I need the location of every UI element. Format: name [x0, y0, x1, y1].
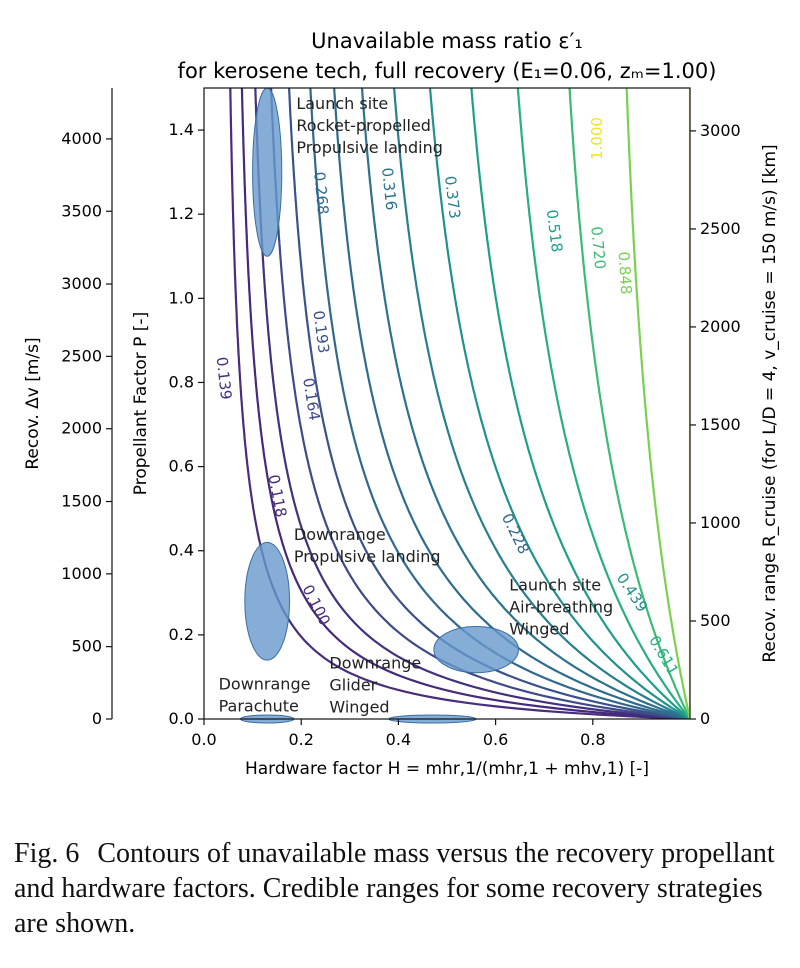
contour-line — [393, 88, 690, 719]
region-label: Downrange — [329, 654, 421, 673]
dv-tick-label: 3500 — [61, 201, 102, 220]
region-label: Launch site — [296, 94, 388, 113]
region-label: Launch site — [509, 576, 601, 595]
region-label: Downrange — [219, 675, 311, 694]
dv-tick-label: 0 — [92, 709, 102, 728]
x-tick-label: 0.6 — [483, 730, 508, 749]
contour-label: 0.228 — [498, 510, 533, 556]
region-label: Air-breathing — [509, 598, 613, 617]
contour-line — [360, 88, 690, 719]
dv-tick-label: 3000 — [61, 274, 102, 293]
chart-title: Unavailable mass ratio ε′₁ for kerosene … — [178, 29, 717, 83]
x-tick-label: 0.8 — [580, 730, 605, 749]
dv-tick-label: 2000 — [61, 419, 102, 438]
caption-label: Fig. 6 — [14, 838, 80, 869]
strategy-region — [252, 87, 283, 257]
contour-line — [309, 88, 690, 719]
contour-label: 0.316 — [378, 167, 400, 212]
contour-line — [470, 88, 690, 719]
plot-frame — [203, 87, 691, 720]
dv-tick-label: 1000 — [61, 564, 102, 583]
range-tick-label: 1500 — [700, 415, 741, 434]
contour-lines — [229, 88, 690, 719]
dv-tick-label: 4000 — [61, 129, 102, 148]
chart-title-line-1: Unavailable mass ratio ε′₁ — [311, 29, 583, 53]
contour-line — [333, 88, 690, 719]
region-label: Glider — [329, 676, 377, 695]
region-label: Rocket-propelled — [296, 116, 431, 135]
range-axis-label: Recov. range R_cruise (for L/D = 4, v_cr… — [760, 144, 780, 662]
figure-caption: Fig. 6 Contours of unavailable mass versu… — [14, 836, 789, 941]
contour-line — [625, 88, 690, 719]
range-tick-label: 500 — [700, 611, 731, 630]
contour-label: 0.193 — [309, 310, 332, 355]
axes: 0.0 0.2 0.4 0.6 0.8 0.0 0.2 0.4 0.6 0.8 1.0 1.2 1.4 0… — [61, 87, 741, 749]
region-label: Winged — [509, 620, 569, 639]
dv-tick-label: 500 — [71, 637, 102, 656]
contour-label: 1.000 — [588, 117, 606, 160]
contour-line — [516, 88, 690, 719]
y-tick-label: 0.6 — [169, 457, 194, 476]
range-tick-label: 0 — [700, 709, 710, 728]
y-tick-label: 0.0 — [169, 709, 194, 728]
region-label: Parachute — [219, 697, 299, 716]
range-tick-label: 3000 — [700, 121, 741, 140]
contour-line — [568, 88, 690, 719]
dv-tick-label: 1500 — [61, 492, 102, 511]
region-label: Downrange — [294, 525, 386, 544]
contour-label: 0.518 — [543, 209, 566, 254]
caption-text: Contours of unavailable mass versus the … — [14, 838, 775, 939]
strategy-region — [433, 625, 519, 674]
contour-line — [429, 88, 690, 719]
contour-line — [288, 88, 690, 719]
contour-label: 0.118 — [264, 473, 290, 519]
axis-labels: Hardware factor H = mhr,1/(mhr,1 + mhv,1… — [23, 144, 780, 779]
x-tick-label: 0.0 — [191, 730, 216, 749]
y-tick-label: 1.0 — [169, 288, 194, 307]
chart-title-line-2: for kerosene tech, full recovery (E₁=0.0… — [178, 59, 717, 83]
x-tick-label: 0.2 — [288, 730, 313, 749]
region-label: Winged — [329, 698, 389, 717]
x-tick-label: 0.4 — [386, 730, 411, 749]
x-axis-label: Hardware factor H = mhr,1/(mhr,1 + mhv,1… — [245, 759, 649, 779]
contour-label: 0.164 — [299, 377, 323, 422]
contour-label: 0.720 — [587, 226, 609, 270]
y-tick-label: 1.2 — [169, 204, 194, 223]
range-tick-label: 2500 — [700, 219, 741, 238]
strategy-region — [244, 541, 291, 661]
range-tick-label: 2000 — [700, 317, 741, 336]
y-tick-label: 0.8 — [169, 372, 194, 391]
contour-label: 0.268 — [310, 171, 332, 215]
contour-line — [240, 88, 690, 719]
region-labels: Launch site Rocket-propelled Propulsive la… — [219, 94, 614, 716]
region-label: Propulsive landing — [296, 138, 443, 157]
dv-tick-label: 2500 — [61, 346, 102, 365]
region-label: Propulsive landing — [294, 547, 441, 566]
y-tick-label: 1.4 — [169, 120, 194, 139]
y-tick-label: 0.2 — [169, 625, 194, 644]
contour-label: 0.139 — [213, 356, 236, 401]
contour-chart: Unavailable mass ratio ε′₁ for kerosene … — [23, 29, 780, 779]
y-axis-label: Propellant Factor P [-] — [131, 312, 151, 495]
y-tick-label: 0.4 — [169, 541, 194, 560]
contour-label: 0.439 — [613, 570, 652, 616]
dv-axis-label: Recov. Δv [m/s] — [23, 337, 43, 469]
contour-label: 0.848 — [615, 251, 636, 295]
contour-label: 0.373 — [441, 175, 464, 220]
strategy-regions — [239, 87, 519, 724]
range-tick-label: 1000 — [700, 513, 741, 532]
